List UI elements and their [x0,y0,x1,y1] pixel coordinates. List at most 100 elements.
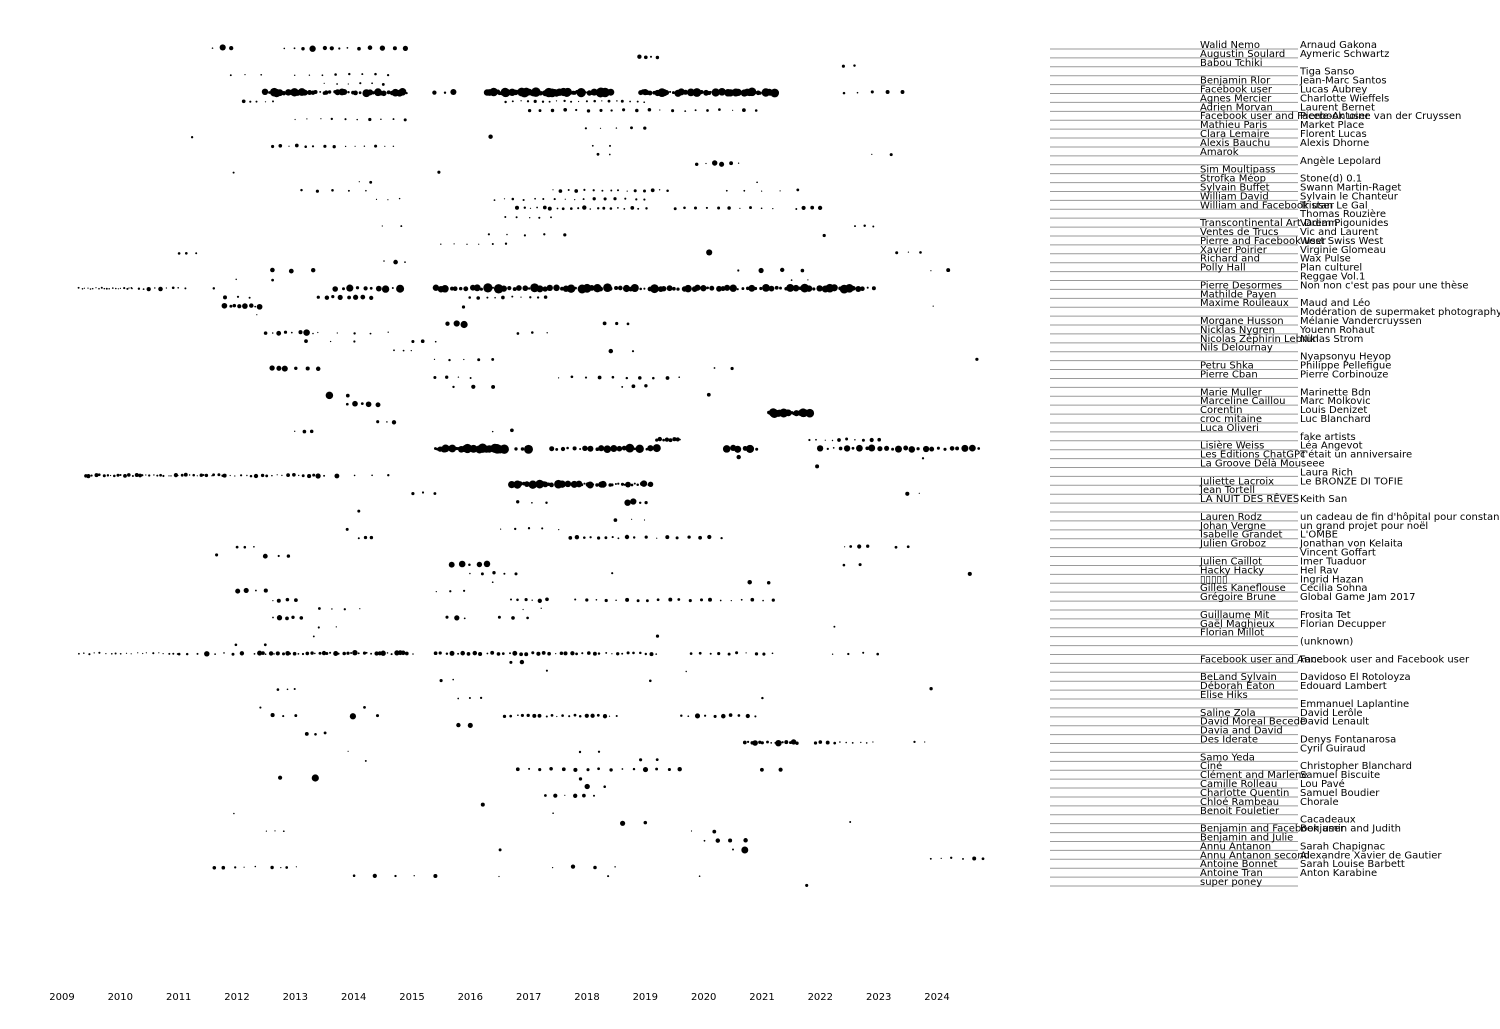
activity-dot [847,652,850,656]
activity-dot [622,108,626,112]
activity-dot [371,82,373,85]
activity-dot [616,100,618,102]
activity-dot [758,91,762,95]
activity-dot [652,444,661,453]
activity-dot [346,47,349,49]
activity-dot [519,652,523,657]
row-label-right: (unknown) [1300,637,1353,648]
activity-dot [854,225,856,228]
activity-dot [617,537,620,540]
activity-dot [578,714,582,718]
activity-dot [865,446,869,451]
activity-dot [341,88,348,96]
row-label-right: Vadim Pigounides [1300,218,1388,229]
activity-dot [838,446,843,451]
activity-dot [312,473,316,477]
activity-dot [742,740,747,745]
activity-dot [374,144,378,148]
activity-dot [91,287,94,290]
activity-dot [381,225,383,227]
activity-dot [235,278,237,281]
activity-dot [384,145,386,147]
activity-dot [611,375,615,379]
activity-dot [520,296,522,298]
row-labels: Walid Nemo Arnaud Gakona Augustin Soulard A… [1199,40,1500,888]
activity-dot [457,697,460,700]
activity-dot [125,652,128,654]
activity-dot [523,206,526,209]
activity-dot [355,286,360,290]
activity-dot [977,447,981,450]
activity-dot [762,652,766,656]
activity-dot [507,285,512,291]
activity-dot [655,758,659,762]
activity-dot [460,320,468,329]
activity-dot [736,454,741,460]
activity-dot [237,304,242,309]
activity-dot [844,546,846,548]
row-label-left: Transcontinental Art Dream [1199,218,1338,229]
row-label-left: Morgane Husson [1200,316,1284,327]
activity-dot [183,472,188,477]
activity-dot [592,197,596,201]
activity-dot [452,286,458,292]
row-label-left: Isabelle Grandet [1200,530,1283,541]
activity-dot [611,572,614,575]
activity-dot [786,283,795,292]
activity-dot [644,500,648,505]
activity-dot [318,651,322,655]
activity-dot [141,474,144,477]
row-label-left: Julien Caillot [1199,556,1262,567]
activity-dot [499,444,509,454]
row-label-right: Marc Molkovic [1300,396,1371,407]
activity-dot [673,207,677,211]
activity-dot [742,108,746,112]
activity-dot [412,653,414,655]
activity-dot [369,535,374,540]
activity-dot [967,571,972,576]
row-label-left: Maxime Rouleaux [1200,298,1289,309]
row-label-right: Reggae Vol.1 [1300,272,1365,283]
activity-dot [450,88,457,96]
activity-dot [217,473,221,477]
activity-dot [469,572,471,575]
activity-dot [514,205,520,210]
activity-dot [98,651,101,654]
activity-dot [598,286,604,292]
activity-dot [283,47,286,50]
activity-dot [501,652,505,655]
activity-dot [545,501,548,504]
row-label-right: Lou Pavé [1300,778,1345,790]
activity-dot [584,91,587,94]
activity-dot [243,866,245,868]
activity-dot [531,651,535,655]
activity-dot [807,279,809,281]
activity-dot [491,581,494,584]
activity-dot [694,109,697,112]
activity-dot [500,528,502,530]
activity-dot [555,653,557,655]
activity-dot [655,634,660,638]
row-label-left: Adrien Morvan [1200,102,1273,113]
activity-dot [294,714,298,718]
activity-dot [353,90,358,96]
activity-dot [749,206,752,210]
activity-dot [922,445,930,453]
activity-dot [146,286,151,292]
activity-dot [269,365,275,371]
activity-dot [381,82,385,86]
activity-dot [438,651,442,655]
activity-dot [168,652,171,655]
activity-dot [123,287,126,290]
activity-dot [545,669,548,672]
activity-dot [615,127,618,129]
activity-dot [692,88,702,97]
activity-dot [314,652,316,655]
activity-dot [647,481,654,487]
x-tick-label: 2019 [633,992,658,1003]
activity-dot [611,653,613,655]
activity-dot [981,857,985,861]
row-label-left: Benoit Fouletier [1200,806,1280,817]
activity-dot [537,598,542,603]
activity-dot [734,88,742,97]
